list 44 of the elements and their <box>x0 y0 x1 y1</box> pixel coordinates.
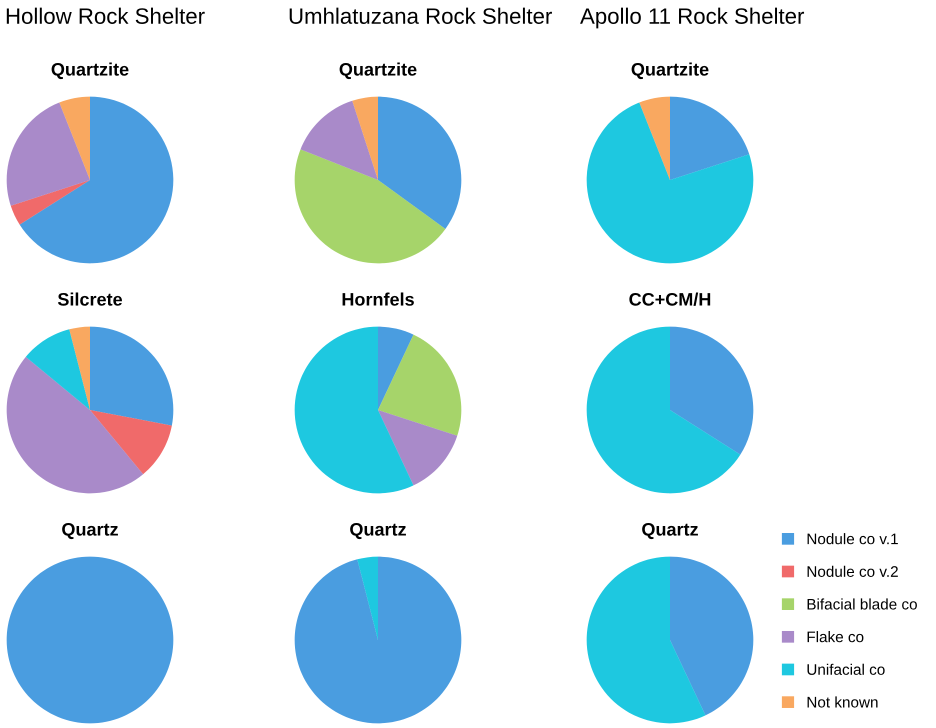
pie-slice <box>300 100 378 180</box>
legend-label: Flake co <box>808 631 864 642</box>
chart-title: Quartz <box>350 522 406 540</box>
chart-title: CC+CM/H <box>629 292 710 306</box>
pie-slice <box>378 334 462 436</box>
pie-slice <box>20 96 174 264</box>
pie-slice <box>378 410 458 486</box>
chart-title: Apollo 11 Rock Shelter <box>580 8 804 28</box>
pie-slice <box>586 326 740 494</box>
chart-title: Quartz <box>642 522 698 540</box>
legend-label: Unifacial co <box>808 664 885 675</box>
pie-slice <box>26 329 90 410</box>
pie-slice <box>357 556 378 640</box>
legend-label: Nodule co v.2 <box>808 566 898 577</box>
pie-slice <box>59 96 90 180</box>
chart-title: Hornfels <box>342 292 414 306</box>
pie-slice <box>6 102 90 206</box>
pie-slice <box>6 356 144 494</box>
pie-slice <box>378 326 414 410</box>
chart-subtitle: Quartzite <box>340 62 417 80</box>
pie-slice <box>10 180 90 225</box>
chart-title: Umhlatuzana Rock Shelter <box>290 8 552 24</box>
pie-slice <box>586 556 706 724</box>
pie-slice <box>294 326 414 494</box>
pie-slice <box>670 326 754 455</box>
legend-label: Not known <box>808 696 878 708</box>
pie-slice <box>294 149 446 264</box>
pie-slice <box>378 96 462 229</box>
pie-slice <box>90 326 174 426</box>
legend-label: Nodule co v.1 <box>808 533 898 544</box>
pie-slice <box>352 96 378 180</box>
chart-title: Silcrete <box>58 292 122 306</box>
chart-subtitle: Quartzite <box>52 62 129 80</box>
pie-slice <box>670 556 754 716</box>
pie-slice <box>294 556 462 724</box>
pie-slice <box>90 410 172 474</box>
chart-title: Hollow Rock Shelter <box>6 8 205 24</box>
pie-slice <box>670 96 750 180</box>
pie-slice <box>586 102 754 264</box>
chart-title: Quartz <box>62 522 118 540</box>
legend-label: Bifacial blade co <box>808 598 917 610</box>
pie-slice <box>639 96 670 180</box>
chart-subtitle: Quartzite <box>632 62 709 80</box>
pie-slice <box>69 326 90 410</box>
